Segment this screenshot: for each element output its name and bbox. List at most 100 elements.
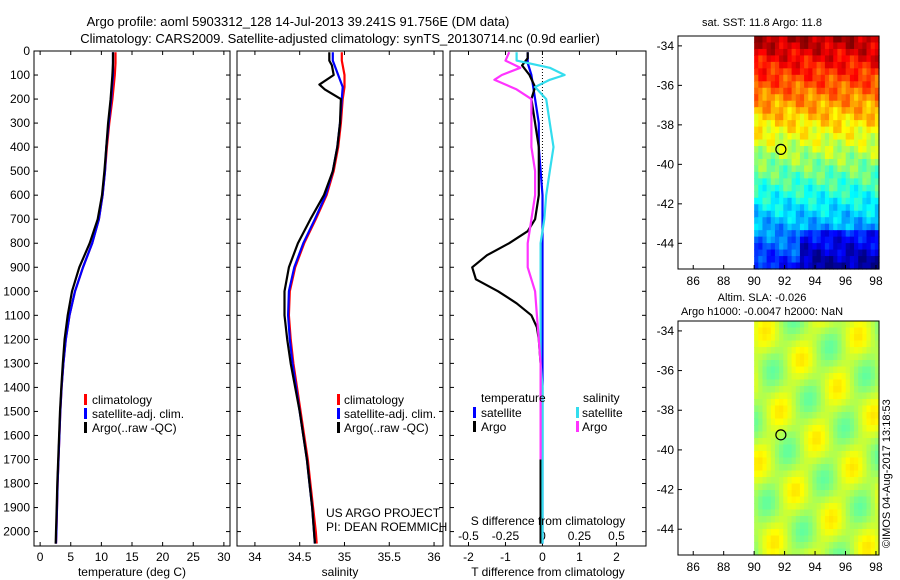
heatmap-cell bbox=[791, 249, 797, 257]
heatmap-cell bbox=[812, 61, 818, 69]
heatmap-cell bbox=[874, 217, 880, 225]
heatmap-cell bbox=[779, 236, 784, 244]
heatmap-cell bbox=[779, 171, 784, 179]
legend-swatch-climatology bbox=[337, 394, 340, 405]
heatmap-cell bbox=[774, 542, 780, 550]
heatmap-cell bbox=[754, 418, 759, 426]
heatmap-cell bbox=[874, 158, 880, 167]
heatmap-cell bbox=[770, 230, 776, 238]
heatmap-cell bbox=[808, 184, 813, 192]
heatmap-cell bbox=[858, 256, 863, 264]
heatmap-cell bbox=[874, 373, 880, 381]
heatmap-cell bbox=[820, 94, 826, 102]
heatmap-cell bbox=[787, 522, 793, 530]
heatmap-cell bbox=[812, 171, 818, 179]
legend-swatch-climatology bbox=[84, 394, 87, 405]
heatmap-cell bbox=[758, 509, 764, 517]
heatmap-cell bbox=[837, 42, 843, 50]
heatmap-cell bbox=[812, 55, 818, 63]
heatmap-cell bbox=[783, 165, 789, 173]
heatmap-cell bbox=[866, 516, 872, 524]
heatmap-cell bbox=[849, 243, 855, 251]
heatmap-cell bbox=[799, 191, 805, 199]
heatmap-cell bbox=[862, 353, 868, 361]
pi-label: PI: DEAN ROEMMICH bbox=[326, 520, 447, 534]
heatmap-cell bbox=[808, 529, 813, 537]
heatmap-cell bbox=[762, 386, 768, 394]
heatmap-cell bbox=[862, 535, 868, 543]
heatmap-cell bbox=[870, 412, 876, 420]
heatmap-cell bbox=[870, 36, 876, 44]
heatmap-cell bbox=[795, 68, 801, 76]
heatmap-cell bbox=[758, 347, 764, 355]
heatmap-cell bbox=[841, 522, 847, 530]
heatmap-cell bbox=[770, 217, 776, 225]
y-tick-label: 0 bbox=[23, 44, 30, 58]
heatmap-cell bbox=[862, 483, 868, 491]
heatmap-cell bbox=[812, 48, 818, 57]
heatmap-cell bbox=[766, 139, 772, 147]
heatmap-cell bbox=[808, 230, 813, 238]
heatmap-cell bbox=[824, 535, 830, 543]
heatmap-cell bbox=[787, 126, 793, 134]
heatmap-cell bbox=[862, 548, 868, 556]
heatmap-cell bbox=[866, 438, 872, 446]
heatmap-cell bbox=[808, 139, 813, 147]
heatmap-cell bbox=[762, 262, 768, 270]
heatmap-cell bbox=[766, 334, 772, 342]
heatmap-cell bbox=[816, 386, 822, 394]
heatmap-cell bbox=[841, 191, 847, 199]
heatmap-cell bbox=[833, 529, 838, 537]
heatmap-cell bbox=[758, 87, 764, 95]
heatmap-cell bbox=[791, 529, 797, 537]
heatmap-cell bbox=[766, 516, 772, 524]
heatmap-cell bbox=[816, 548, 822, 556]
heatmap-cell bbox=[874, 107, 880, 115]
heatmap-cell bbox=[758, 444, 764, 452]
heatmap-cell bbox=[874, 412, 880, 420]
heatmap-cell bbox=[804, 165, 809, 173]
heatmap-cell bbox=[854, 392, 859, 400]
heatmap-cell bbox=[862, 405, 868, 413]
heatmap-cell bbox=[762, 321, 768, 329]
heatmap-cell bbox=[770, 360, 776, 368]
heatmap-cell bbox=[845, 451, 851, 459]
heatmap-cell bbox=[816, 379, 822, 387]
x-tick-label: -2 bbox=[463, 550, 474, 564]
heatmap-cell bbox=[812, 425, 818, 433]
heatmap-cell bbox=[870, 529, 876, 537]
heatmap-cell bbox=[779, 42, 784, 50]
heatmap-cell bbox=[783, 496, 789, 504]
heatmap-cell bbox=[804, 444, 809, 452]
heatmap-cell bbox=[866, 425, 872, 433]
heatmap-cell bbox=[787, 529, 793, 537]
heatmap-cell bbox=[829, 379, 834, 387]
heatmap-cell bbox=[779, 379, 784, 387]
heatmap-cell bbox=[758, 120, 764, 128]
difference-xlabel: T difference from climatology bbox=[471, 565, 625, 579]
heatmap-cell bbox=[849, 68, 855, 76]
heatmap-cell bbox=[874, 262, 880, 270]
heatmap-cell bbox=[770, 483, 776, 491]
heatmap-cell bbox=[754, 334, 759, 342]
heatmap-cell bbox=[762, 126, 768, 134]
heatmap-cell bbox=[787, 107, 793, 115]
heatmap-cell bbox=[774, 36, 780, 44]
heatmap-cell bbox=[841, 133, 847, 141]
heatmap-cell bbox=[824, 126, 830, 134]
heatmap-cell bbox=[795, 139, 801, 147]
heatmap-cell bbox=[845, 256, 851, 264]
heatmap-cell bbox=[774, 457, 780, 465]
heatmap-cell bbox=[845, 139, 851, 147]
heatmap-cell bbox=[804, 405, 809, 413]
heatmap-cell bbox=[824, 542, 830, 550]
heatmap-cell bbox=[874, 236, 880, 244]
heatmap-cell bbox=[866, 477, 872, 485]
heatmap-cell bbox=[783, 210, 789, 218]
heatmap-cell bbox=[795, 94, 801, 102]
heatmap-cell bbox=[849, 262, 855, 270]
heatmap-cell bbox=[812, 178, 818, 186]
heatmap-cell bbox=[829, 94, 834, 102]
heatmap-cell bbox=[804, 522, 809, 530]
heatmap-cell bbox=[799, 204, 805, 212]
